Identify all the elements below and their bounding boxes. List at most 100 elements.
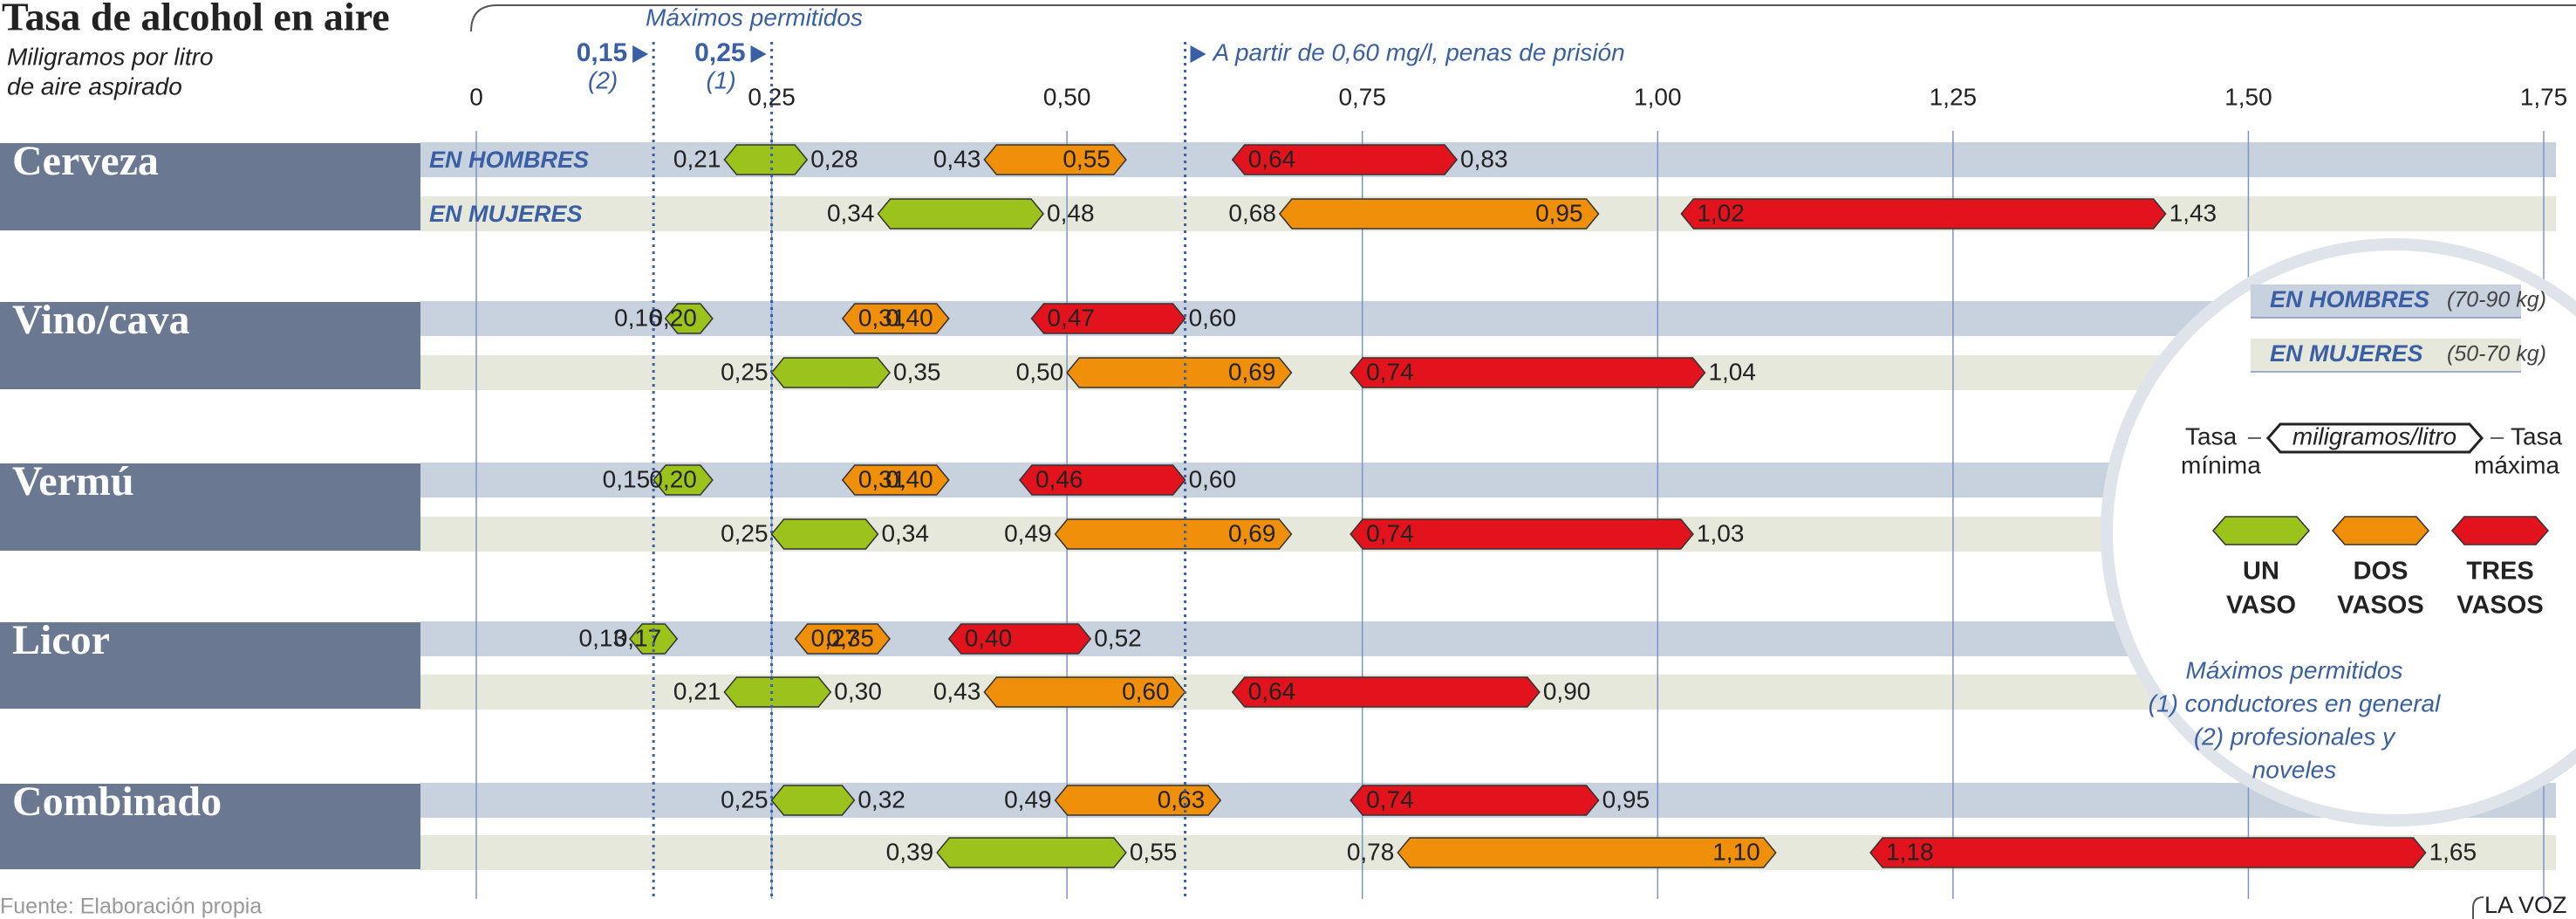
range-arrow <box>1054 785 1222 816</box>
group-name: Combinado <box>12 778 222 825</box>
value-label: 0,46 <box>1035 465 1083 492</box>
value-label: 0,50 <box>1016 358 1064 385</box>
range-arrow <box>794 623 891 655</box>
subtitle: de aire aspirado <box>7 72 182 99</box>
limit-note: (2) <box>588 66 618 93</box>
legend-band <box>2251 339 2521 372</box>
value-label: 0,35 <box>827 624 875 651</box>
legend-note: noveles <box>2252 756 2337 783</box>
value-label: 0,95 <box>1535 199 1583 226</box>
subtitle: Miligramos por litro <box>7 43 214 70</box>
value-label: 0,20 <box>649 465 697 492</box>
range-arrow <box>1278 198 1600 230</box>
legend-unit: miligramos/litro <box>2292 422 2456 449</box>
legend-label: VASOS <box>2337 592 2423 620</box>
legend-row-label: EN HOMBRES <box>2270 286 2429 312</box>
value-label: 0,78 <box>1347 838 1395 865</box>
legend-max: Tasa <box>2511 422 2563 449</box>
range-arrow <box>629 623 679 655</box>
x-tick-label: 1,75 <box>2520 83 2568 110</box>
range-arrow <box>723 676 832 708</box>
group-name: Licor <box>12 617 110 663</box>
range-arrow <box>664 303 714 334</box>
x-tick-label: 1,00 <box>1634 83 1682 110</box>
limit-marker <box>632 45 649 63</box>
value-label: 0,21 <box>673 145 721 172</box>
value-label: 0,74 <box>1366 785 1414 813</box>
value-label: 0,40 <box>965 624 1013 651</box>
value-label: 0,40 <box>885 465 933 492</box>
value-label: 0,34 <box>827 199 875 226</box>
value-label: 0,39 <box>886 838 934 865</box>
limit-marker <box>750 45 767 63</box>
row-label: EN MUJERES <box>429 201 583 227</box>
value-label: 0,83 <box>1460 145 1508 172</box>
value-label: 0,32 <box>858 785 905 813</box>
prison-text: A partir de 0,60 mg/l, penas de prisión <box>1212 38 1625 65</box>
legend-min: Tasa <box>2185 422 2238 449</box>
legend-min: mínima <box>2181 451 2261 478</box>
legend-max: máxima <box>2474 451 2559 478</box>
limit-label: 0,25 <box>694 38 745 67</box>
value-label: 0,40 <box>885 304 933 331</box>
value-label: 1,03 <box>1697 519 1745 546</box>
value-label: 0,74 <box>1366 358 1414 385</box>
value-label: 1,02 <box>1697 199 1745 226</box>
title: Tasa de alcohol en aire <box>2 0 390 39</box>
x-tick-label: 0,50 <box>1043 83 1091 110</box>
brand: LA VOZ <box>2484 892 2567 918</box>
value-label: 0,60 <box>1122 677 1170 704</box>
range-arrow <box>1018 464 1186 496</box>
range-arrow <box>1349 785 1600 816</box>
group-name: Vino/cava <box>12 297 190 343</box>
value-label: 0,47 <box>1048 304 1096 331</box>
brand-bracket <box>2472 896 2484 919</box>
value-label: 0,13 <box>579 624 627 651</box>
range-arrow <box>1397 837 1777 868</box>
value-label: 0,49 <box>1004 785 1052 813</box>
value-label: 0,90 <box>1543 677 1591 704</box>
value-label: 1,10 <box>1712 838 1760 865</box>
value-label: 0,30 <box>834 677 882 704</box>
value-label: 0,55 <box>1063 145 1110 172</box>
legend-shape <box>2266 422 2484 454</box>
row-label: EN HOMBRES <box>429 147 589 173</box>
frame-line <box>470 4 2576 32</box>
value-label: 0,55 <box>1130 838 1178 865</box>
value-label: 0,69 <box>1228 519 1276 546</box>
range-arrow <box>1349 518 1694 550</box>
range-arrow <box>1680 198 2167 230</box>
value-label: 0,31 <box>858 304 906 331</box>
value-label: 0,74 <box>1366 519 1414 546</box>
group-name: Cerveza <box>12 138 159 184</box>
range-arrow <box>1054 518 1293 550</box>
range-arrow <box>723 144 809 175</box>
legend-note: (1) conductores en general <box>2149 689 2441 717</box>
range-arrow <box>877 198 1045 230</box>
value-label: 1,04 <box>1708 358 1756 385</box>
value-label: 0,95 <box>1602 785 1650 813</box>
range-arrow <box>1066 357 1293 388</box>
value-label: 0,43 <box>933 677 981 704</box>
value-label: 0,27 <box>811 624 859 651</box>
value-label: 0,48 <box>1047 199 1095 226</box>
value-label: 0,25 <box>721 358 769 385</box>
value-label: 0,25 <box>721 785 769 813</box>
legend-label: DOS <box>2354 558 2409 586</box>
x-tick-label: 0 <box>469 83 483 110</box>
group-name: Vermú <box>12 458 134 504</box>
legend-label: VASOS <box>2456 592 2543 620</box>
limit-label: 0,15 <box>577 38 627 67</box>
range-arrow <box>841 303 950 334</box>
value-label: 0,43 <box>933 145 981 172</box>
x-tick-label: 1,25 <box>1930 83 1978 110</box>
value-label: 0,63 <box>1158 785 1206 813</box>
legend-label: UN <box>2243 558 2279 586</box>
value-label: 0,34 <box>881 519 929 546</box>
group-box <box>0 302 420 389</box>
value-label: 1,65 <box>2429 838 2477 865</box>
group-box <box>0 143 420 230</box>
legend-band <box>2251 285 2521 318</box>
value-label: 0,64 <box>1248 145 1296 172</box>
